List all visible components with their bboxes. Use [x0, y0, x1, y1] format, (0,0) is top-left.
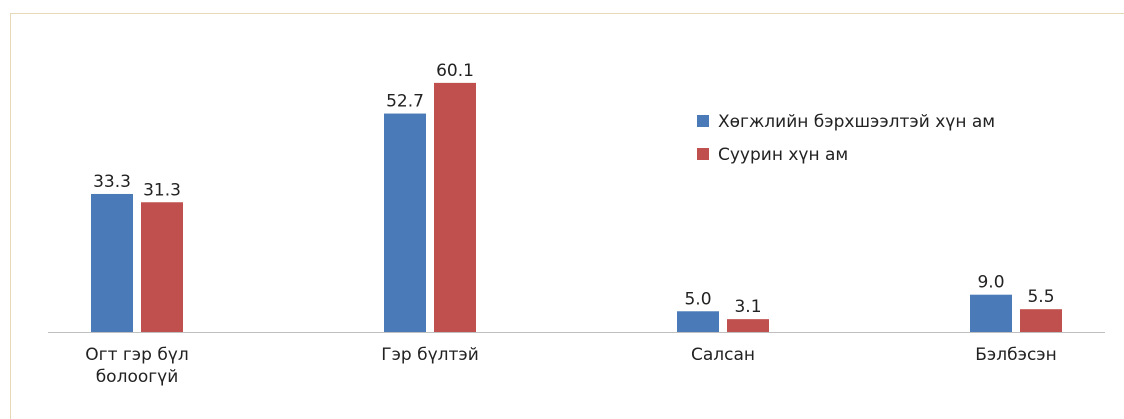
x-tick-label: Огт гэр бүл болоогүй [85, 345, 189, 387]
bar [91, 193, 133, 332]
value-label: 5.5 [1027, 287, 1054, 307]
frame [10, 13, 1124, 419]
bar [141, 202, 183, 332]
legend-label: Суурин хүн ам [718, 145, 848, 165]
bar [434, 82, 476, 332]
value-label: 3.1 [734, 297, 761, 317]
value-label: 60.1 [436, 61, 474, 81]
bar [384, 113, 426, 332]
value-label: 9.0 [977, 273, 1004, 293]
x-tick-label: Салсан [690, 345, 756, 365]
legend-swatch [697, 148, 709, 160]
bar [727, 319, 769, 332]
value-label: 33.3 [93, 172, 131, 192]
bar [1020, 309, 1062, 332]
value-label: 5.0 [684, 289, 711, 309]
x-tick-label: Гэр бүлтэй [381, 345, 479, 365]
legend-label: Хөгжлийн бэрхшээлтэй хүн ам [718, 112, 995, 132]
bar [970, 294, 1012, 332]
bar [677, 311, 719, 332]
legend-swatch [697, 115, 709, 127]
x-tick-label: Бэлбэсэн [975, 345, 1057, 365]
value-label: 52.7 [386, 92, 424, 112]
value-label: 31.3 [143, 180, 181, 200]
